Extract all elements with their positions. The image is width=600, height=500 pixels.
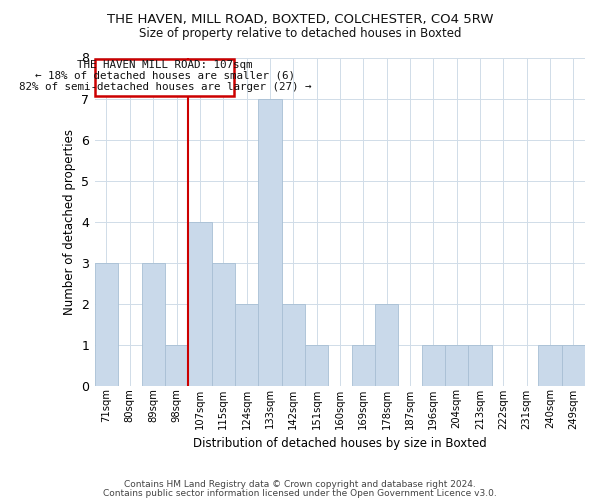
Text: Contains public sector information licensed under the Open Government Licence v3: Contains public sector information licen… [103,489,497,498]
Text: 82% of semi-detached houses are larger (27) →: 82% of semi-detached houses are larger (… [19,82,311,92]
X-axis label: Distribution of detached houses by size in Boxted: Distribution of detached houses by size … [193,437,487,450]
Bar [258,98,281,386]
Bar [212,262,235,386]
Bar [562,344,585,386]
Bar [95,262,118,386]
Bar [445,344,468,386]
Text: Size of property relative to detached houses in Boxted: Size of property relative to detached ho… [139,28,461,40]
Bar [422,344,445,386]
Bar [281,304,305,386]
Bar [305,344,328,386]
Bar [142,262,165,386]
Bar [352,344,375,386]
Bar [188,222,212,386]
Bar [235,304,258,386]
Bar [95,59,235,96]
Text: THE HAVEN, MILL ROAD, BOXTED, COLCHESTER, CO4 5RW: THE HAVEN, MILL ROAD, BOXTED, COLCHESTER… [107,12,493,26]
Y-axis label: Number of detached properties: Number of detached properties [63,128,76,314]
Bar [375,304,398,386]
Bar [538,344,562,386]
Text: Contains HM Land Registry data © Crown copyright and database right 2024.: Contains HM Land Registry data © Crown c… [124,480,476,489]
Bar [165,344,188,386]
Text: THE HAVEN MILL ROAD: 107sqm: THE HAVEN MILL ROAD: 107sqm [77,60,253,70]
Bar [468,344,491,386]
Text: ← 18% of detached houses are smaller (6): ← 18% of detached houses are smaller (6) [35,71,295,81]
